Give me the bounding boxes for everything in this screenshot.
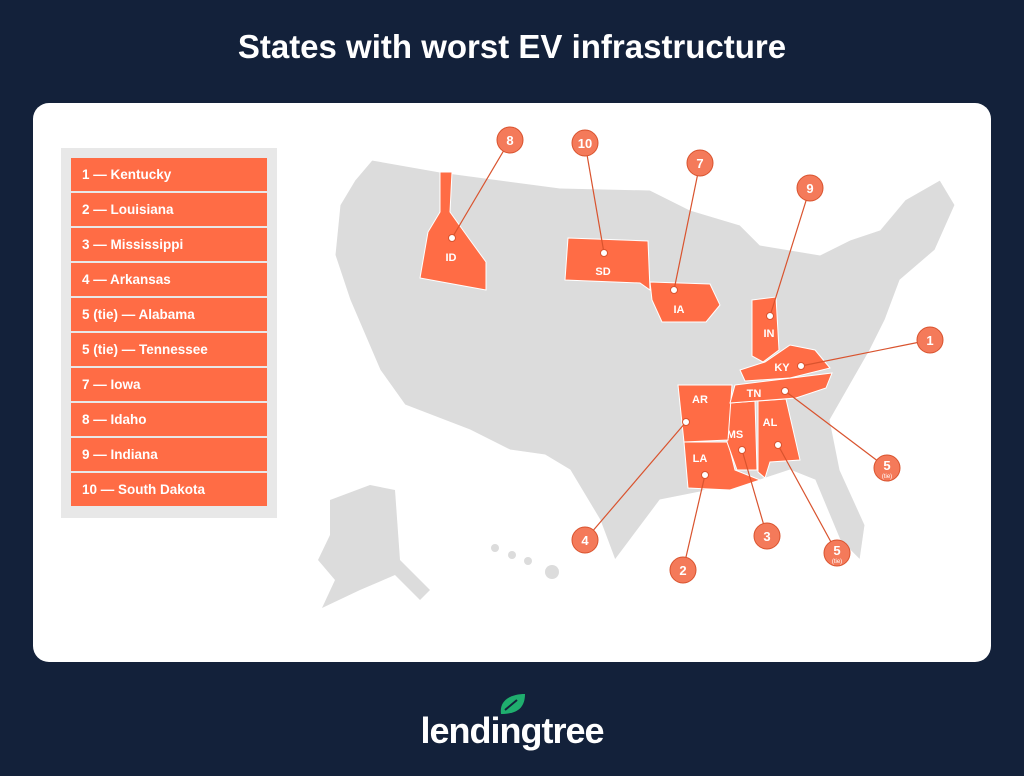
- state-dot: [766, 312, 774, 320]
- callout-line: [769, 187, 811, 317]
- legend-item: 1 — Kentucky: [71, 158, 267, 191]
- legend-item: 4 — Arkansas: [71, 263, 267, 296]
- state-label: IN: [764, 328, 775, 340]
- hawaii: [491, 544, 559, 579]
- rank-badge: [669, 556, 697, 584]
- rank-badge: [571, 526, 599, 554]
- callout-line: [584, 142, 605, 254]
- legend-item: 2 — Louisiana: [71, 193, 267, 226]
- state-dot: [781, 387, 789, 395]
- rank-number: 8: [506, 133, 513, 148]
- state-label: AL: [763, 417, 778, 429]
- state-dot: [600, 249, 608, 257]
- state-ky: [739, 344, 831, 382]
- tie-label: (tie): [832, 559, 842, 565]
- legend-item: 5 (tie) — Alabama: [71, 298, 267, 331]
- alaska: [318, 485, 430, 608]
- legend-item: 7 — Iowa: [71, 368, 267, 401]
- state-dot: [738, 446, 746, 454]
- callout-line: [451, 139, 511, 239]
- legend-item: 9 — Indiana: [71, 438, 267, 471]
- rank-number: 5: [833, 543, 840, 558]
- rank-badge: [873, 454, 901, 482]
- state-label: TN: [747, 388, 762, 400]
- state-label: KY: [774, 362, 790, 374]
- rank-number: 10: [578, 136, 592, 151]
- callout-line: [584, 421, 687, 541]
- state-dot: [797, 362, 805, 370]
- state-label: MS: [727, 429, 744, 441]
- legend-item: 8 — Idaho: [71, 403, 267, 436]
- callout-line: [673, 162, 701, 291]
- state-label: AR: [692, 394, 708, 406]
- rank-badge: [496, 126, 524, 154]
- state-label: IA: [674, 304, 685, 316]
- state-dot: [448, 234, 456, 242]
- state-dot: [670, 286, 678, 294]
- state-label: LA: [693, 453, 708, 465]
- rank-number: 3: [763, 529, 770, 544]
- rank-number: 9: [806, 181, 813, 196]
- lendingtree-logo: lendingtree: [0, 694, 1024, 751]
- state-ia: [649, 281, 721, 323]
- state-ar: [677, 384, 733, 443]
- rank-badge: [686, 149, 714, 177]
- rank-badge: [571, 129, 599, 157]
- tie-label: (tie): [882, 474, 892, 480]
- state-id: [419, 171, 487, 291]
- legend-item: 10 — South Dakota: [71, 473, 267, 506]
- legend-item: 5 (tie) — Tennessee: [71, 333, 267, 366]
- state-dot: [701, 471, 709, 479]
- callout-line: [800, 339, 931, 367]
- state-dot: [774, 441, 782, 449]
- leaf-icon: [500, 694, 525, 714]
- legend-item: 3 — Mississippi: [71, 228, 267, 261]
- callout-line: [777, 444, 838, 554]
- state-tn: [729, 372, 833, 404]
- state-label: SD: [595, 266, 610, 278]
- ranking-legend: 1 — Kentucky 2 — Louisiana 3 — Mississip…: [61, 148, 277, 518]
- state-dot: [682, 418, 690, 426]
- rank-number: 4: [581, 533, 589, 548]
- rank-number: 1: [926, 333, 933, 348]
- us-mainland: [334, 159, 956, 562]
- rank-badge: [916, 326, 944, 354]
- rank-badge: [823, 539, 851, 567]
- callout-line: [682, 474, 706, 571]
- rank-number: 7: [696, 156, 703, 171]
- state-label: ID: [446, 252, 457, 264]
- rank-badge: [753, 522, 781, 550]
- state-sd: [564, 237, 651, 291]
- page-title: States with worst EV infrastructure: [237, 28, 787, 65]
- rank-number: 5: [883, 458, 890, 473]
- rank-badge: [796, 174, 824, 202]
- callout-line: [784, 390, 888, 469]
- callout-line: [741, 449, 768, 537]
- rank-number: 2: [679, 563, 686, 578]
